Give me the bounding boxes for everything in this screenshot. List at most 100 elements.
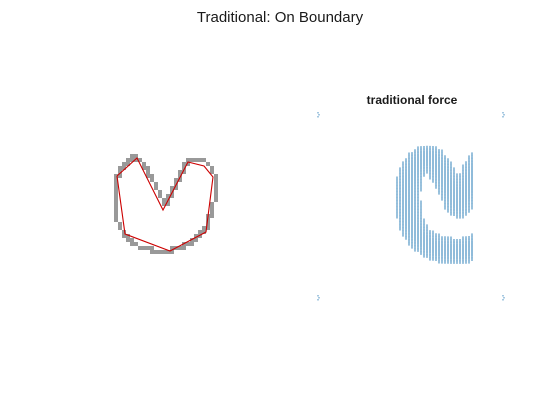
boundary-pixel — [174, 186, 178, 190]
boundary-pixel — [122, 230, 126, 234]
figure-title: Traditional: On Boundary — [196, 9, 364, 26]
boundary-pixel — [134, 158, 138, 162]
boundary-pixel — [126, 238, 130, 242]
boundary-pixel — [118, 166, 122, 170]
boundary-pixel — [210, 170, 214, 174]
boundary-pixel — [182, 246, 186, 250]
boundary-pixel — [186, 162, 190, 166]
boundary-pixel — [142, 162, 146, 166]
boundary-pixel — [130, 242, 134, 246]
boundary-pixel — [182, 162, 186, 166]
boundary-pixel — [162, 198, 166, 202]
boundary-pixel — [214, 174, 218, 178]
boundary-pixel — [114, 214, 118, 218]
boundary-pixel — [130, 238, 134, 242]
boundary-pixel — [198, 158, 202, 162]
axes-corner-marks — [317, 112, 505, 301]
boundary-pixel — [214, 190, 218, 194]
right-panel-title: traditional force — [366, 93, 458, 107]
fitted-polygon — [116, 157, 214, 252]
boundary-pixel — [150, 246, 154, 250]
boundary-pixel — [114, 190, 118, 194]
boundary-pixel — [114, 194, 118, 198]
boundary-pixel — [194, 234, 198, 238]
boundary-pixel — [182, 166, 186, 170]
boundary-pixel — [118, 222, 122, 226]
boundary-pixel — [210, 214, 214, 218]
boundary-pixel — [114, 210, 118, 214]
boundary-pixel — [126, 234, 130, 238]
boundary-pixel — [178, 170, 182, 174]
boundary-pixel — [114, 182, 118, 186]
boundary-pixel — [162, 202, 166, 206]
boundary-pixel — [126, 158, 130, 162]
boundary-pixel — [186, 158, 190, 162]
boundary-pixel — [150, 250, 154, 254]
boundary-pixel — [190, 158, 194, 162]
boundary-pixel — [118, 174, 122, 178]
boundary-pixel — [178, 174, 182, 178]
boundary-pixel — [214, 182, 218, 186]
boundary-pixel — [166, 202, 170, 206]
boundary-pixel — [118, 226, 122, 230]
boundary-pixel — [214, 186, 218, 190]
boundary-pixel — [210, 206, 214, 210]
boundary-pixel — [214, 198, 218, 202]
boundary-pixel — [158, 250, 162, 254]
boundary-pixel — [154, 250, 158, 254]
boundary-pixel — [202, 158, 206, 162]
boundary-pixel — [114, 202, 118, 206]
boundary-pixel — [114, 186, 118, 190]
boundary-pixel — [214, 194, 218, 198]
boundary-pixel — [154, 182, 158, 186]
boundary-pixel — [182, 170, 186, 174]
boundary-pixel — [170, 246, 174, 250]
boundary-pixel — [154, 186, 158, 190]
boundary-pixel — [146, 166, 150, 170]
boundary-pixel — [122, 166, 126, 170]
boundary-pixel — [178, 246, 182, 250]
boundary-pixel — [178, 178, 182, 182]
boundary-pixel — [118, 170, 122, 174]
boundary-pixel — [170, 186, 174, 190]
boundary-pixel — [206, 226, 210, 230]
boundary-pixel — [150, 178, 154, 182]
boundary-pixel — [142, 246, 146, 250]
boundary-pixel — [166, 194, 170, 198]
boundary-pixel — [134, 154, 138, 158]
boundary-pixel — [194, 238, 198, 242]
boundary-pixel — [198, 234, 202, 238]
boundary-pixel — [142, 166, 146, 170]
boundary-pixel — [130, 154, 134, 158]
force-field-arrows — [396, 145, 473, 264]
boundary-pixel — [158, 190, 162, 194]
boundary-pixel — [114, 206, 118, 210]
boundary-pixel — [150, 174, 154, 178]
boundary-pixel — [146, 246, 150, 250]
boundary-pixel — [210, 210, 214, 214]
boundary-pixel — [114, 174, 118, 178]
boundary-pixel — [194, 158, 198, 162]
boundary-pixel — [146, 174, 150, 178]
boundary-pixel — [126, 162, 130, 166]
boundary-pixel — [146, 170, 150, 174]
boundary-pixel — [122, 234, 126, 238]
boundary-pixel — [210, 166, 214, 170]
boundary-pixel — [190, 242, 194, 246]
boundary-pixel — [122, 162, 126, 166]
boundary-pixel — [138, 158, 142, 162]
boundary-pixel — [114, 198, 118, 202]
boundary-pixel — [210, 202, 214, 206]
boundary-pixel — [170, 250, 174, 254]
boundary-pixel — [162, 250, 166, 254]
boundary-pixel — [186, 242, 190, 246]
boundary-pixel — [214, 178, 218, 182]
boundary-pixel — [170, 194, 174, 198]
boundary-pixel — [166, 250, 170, 254]
boundary-pixel — [114, 218, 118, 222]
boundary-pixel — [134, 242, 138, 246]
boundary-pixel — [114, 178, 118, 182]
boundary-pixel — [198, 230, 202, 234]
